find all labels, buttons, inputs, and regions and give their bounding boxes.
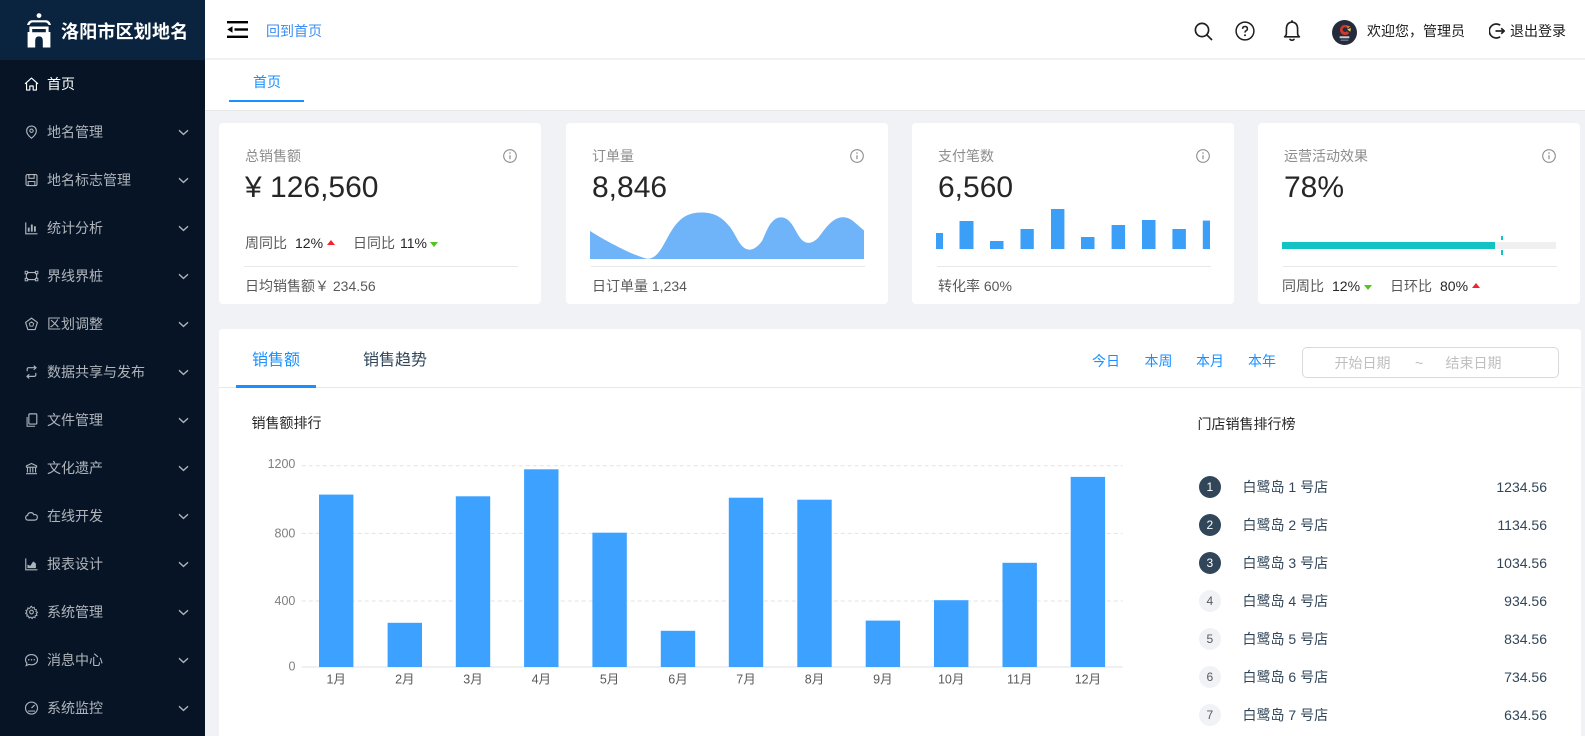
svg-text:5月: 5月 [600,673,619,687]
svg-text:6月: 6月 [668,673,687,687]
svg-text:9月: 9月 [873,673,892,687]
svg-text:1月: 1月 [326,673,345,687]
svg-text:400: 400 [275,594,296,608]
svg-text:11月: 11月 [1007,673,1032,687]
svg-text:3月: 3月 [463,673,482,687]
svg-text:8月: 8月 [805,673,824,687]
svg-text:4月: 4月 [532,673,551,687]
svg-text:10月: 10月 [938,673,964,687]
svg-text:7月: 7月 [736,673,755,687]
svg-text:0: 0 [288,660,295,674]
svg-text:1200: 1200 [268,457,296,471]
svg-text:800: 800 [275,526,296,540]
svg-text:12月: 12月 [1075,673,1101,687]
svg-text:2月: 2月 [395,673,414,687]
